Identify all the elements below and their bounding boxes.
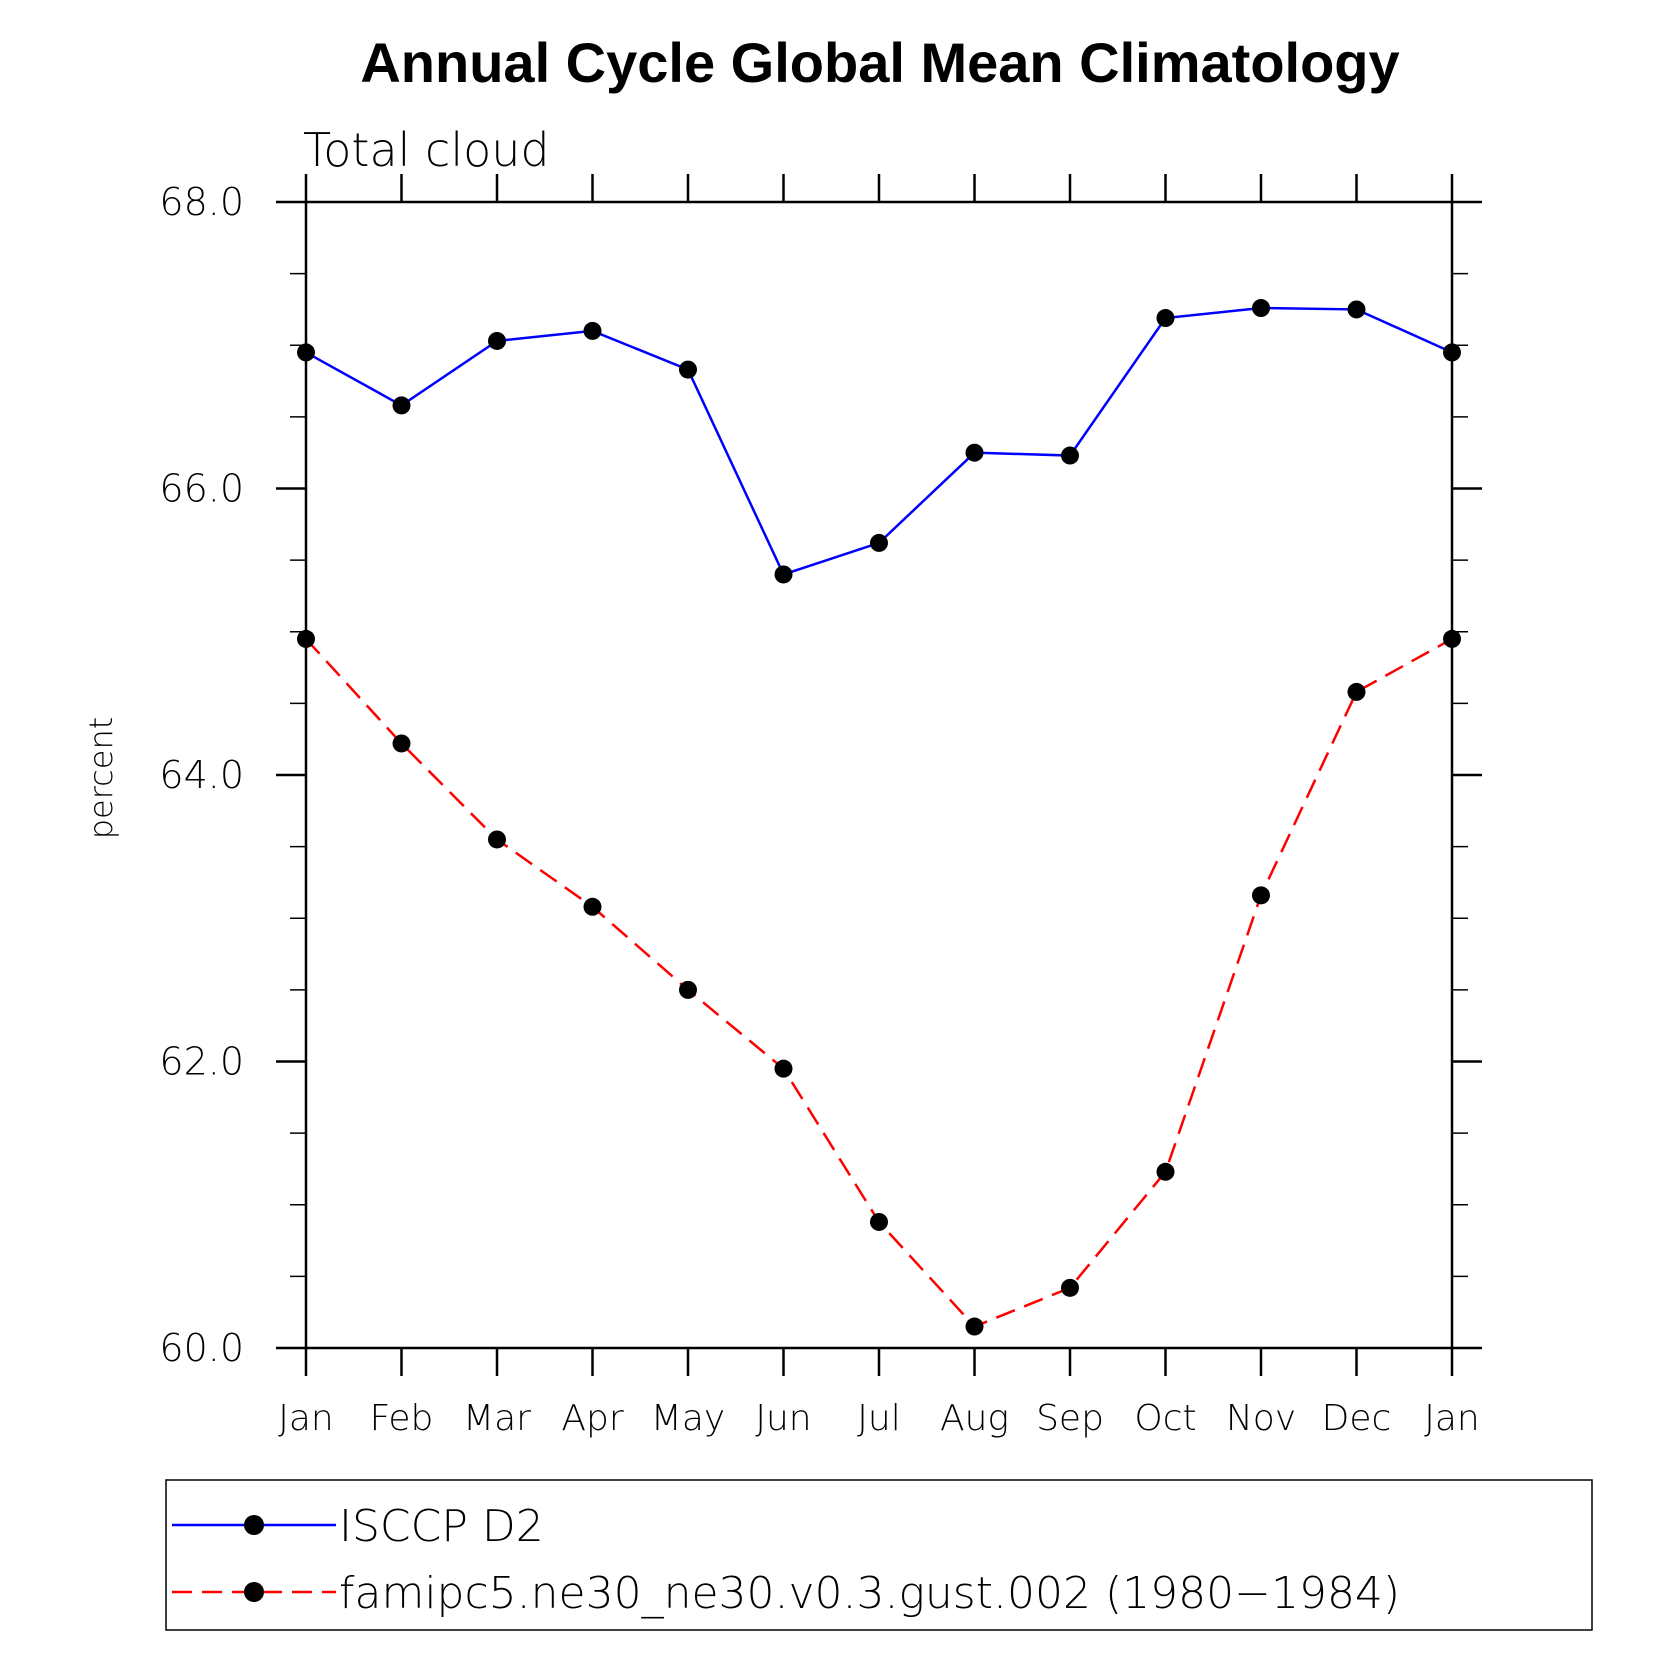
- x-tick-label: Feb: [370, 1398, 434, 1439]
- x-tick-label: Jun: [755, 1398, 811, 1439]
- x-tick-label: May: [651, 1398, 725, 1439]
- series-0-point: [774, 565, 793, 584]
- y-axis-label: percent: [82, 717, 120, 840]
- legend-label-1: famipc5.ne30_ne30.v0.3.gust.002 (1980−19…: [339, 1568, 1400, 1619]
- x-tick-label: Mar: [463, 1398, 531, 1439]
- plot-area-frame: [304, 200, 1454, 1350]
- y-tick-label: 68.0: [159, 180, 244, 224]
- series-1-point: [679, 980, 697, 999]
- x-tick-label: Sep: [1036, 1398, 1104, 1439]
- legend-marker-1: [244, 1582, 264, 1602]
- series-0-point: [1156, 309, 1175, 328]
- x-tick-label: Apr: [561, 1398, 623, 1439]
- series-1-point: [297, 629, 315, 648]
- series-0-point: [679, 360, 697, 379]
- series-0-point: [488, 331, 506, 350]
- series-1-point: [965, 1317, 984, 1336]
- legend-box: [165, 1479, 1593, 1631]
- legend-label-0: ISCCP D2: [339, 1501, 544, 1552]
- series-1-point: [1061, 1278, 1079, 1297]
- series-1-point: [583, 897, 602, 916]
- series-0-point: [297, 343, 315, 362]
- y-tick-label: 64.0: [159, 753, 244, 797]
- x-tick-label: Aug: [940, 1398, 1009, 1439]
- series-1-point: [1347, 682, 1366, 701]
- legend: ISCCP D2 famipc5.ne30_ne30.v0.3.gust.002 …: [165, 1479, 1593, 1631]
- series-1-point: [488, 830, 506, 849]
- series-0-point: [1443, 343, 1461, 362]
- axes: Jan Feb Mar Apr May Jun Jul Aug Sep Oct Nov Dec Jan 6…: [159, 174, 1482, 1439]
- x-tick-label: Oct: [1134, 1398, 1196, 1439]
- series-0-point: [965, 443, 984, 462]
- series-1-point: [774, 1059, 793, 1078]
- x-tick-label: Jan: [278, 1398, 334, 1439]
- y-tick-label: 66.0: [159, 467, 244, 511]
- x-tick-label: Dec: [1322, 1398, 1392, 1439]
- chart-title: Annual Cycle Global Mean Climatology: [360, 31, 1399, 94]
- series-1-point: [1443, 629, 1461, 648]
- chart-subtitle: Total cloud: [303, 123, 550, 177]
- x-tick-label: Nov: [1226, 1398, 1296, 1439]
- series-0-point: [1061, 446, 1079, 465]
- series-0-point: [870, 533, 888, 552]
- x-tick-label: Jan: [1424, 1398, 1480, 1439]
- y-tick-label: 62.0: [159, 1040, 244, 1084]
- legend-marker-0: [244, 1515, 264, 1535]
- series-1-point: [1156, 1162, 1175, 1181]
- series-0-point: [1347, 300, 1366, 319]
- series-1-point: [392, 734, 411, 753]
- series-0-point: [1252, 299, 1270, 318]
- y-tick-label: 60.0: [159, 1326, 244, 1370]
- series-layer: [297, 299, 1461, 1336]
- x-tick-label: Jul: [857, 1398, 900, 1439]
- series-1-point: [870, 1212, 888, 1231]
- series-0-point: [392, 396, 411, 415]
- series-1-point: [1252, 886, 1270, 905]
- series-0-point: [583, 321, 602, 340]
